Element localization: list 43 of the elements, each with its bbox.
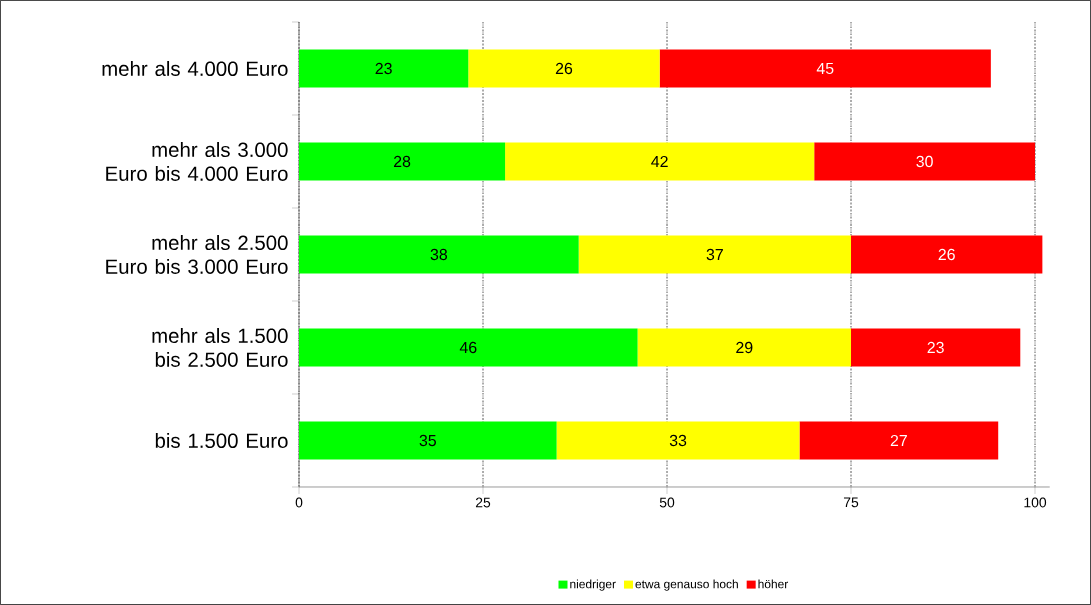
y-tick-label: mehr als 2.500 Euro bis 3.000 Euro — [106, 235, 288, 274]
bar — [468, 49, 660, 88]
data-label: 27 — [890, 434, 907, 447]
data-label: 26 — [938, 248, 955, 261]
y-tick-label: mehr als 1.500 bis 2.500 Euro — [152, 328, 288, 367]
bar — [299, 142, 506, 181]
bar — [505, 142, 815, 181]
bar — [799, 421, 999, 460]
legend-label: höher — [758, 579, 789, 589]
data-label: 26 — [555, 62, 573, 75]
y-tick-label: bis 1.500 Euro — [155, 432, 288, 448]
data-label: 46 — [459, 341, 477, 354]
data-label: 33 — [669, 434, 687, 447]
x-tick-label: 0 — [295, 497, 303, 508]
data-label: 30 — [916, 155, 933, 168]
y-tick-label: mehr als 3.000 Euro bis 4.000 Euro — [106, 142, 288, 181]
bar — [299, 328, 638, 367]
bar — [637, 328, 852, 367]
data-label: 35 — [419, 434, 436, 447]
bar — [299, 235, 579, 274]
bar — [851, 235, 1043, 274]
data-label: 38 — [430, 248, 448, 261]
data-label: 23 — [375, 62, 392, 75]
legend-label: etwa genauso hoch — [635, 579, 738, 591]
data-label: 45 — [816, 62, 834, 75]
data-label: 28 — [393, 155, 411, 168]
bar — [814, 142, 1036, 181]
bar — [299, 49, 469, 88]
data-label: 42 — [651, 155, 668, 168]
x-tick-label: 50 — [659, 497, 675, 508]
data-label: 23 — [927, 341, 944, 354]
bar — [556, 421, 800, 460]
data-label: 37 — [706, 248, 723, 261]
bar — [299, 421, 557, 460]
x-tick-label: 100 — [1024, 497, 1047, 508]
bar — [851, 328, 1021, 367]
legend-label: niedriger — [570, 579, 616, 591]
x-tick-label: 75 — [843, 497, 859, 508]
bar — [578, 235, 852, 274]
y-tick-label: mehr als 4.000 Euro — [102, 60, 288, 76]
x-tick-label: 25 — [475, 497, 491, 508]
bar — [659, 49, 991, 88]
data-label: 29 — [736, 341, 753, 354]
